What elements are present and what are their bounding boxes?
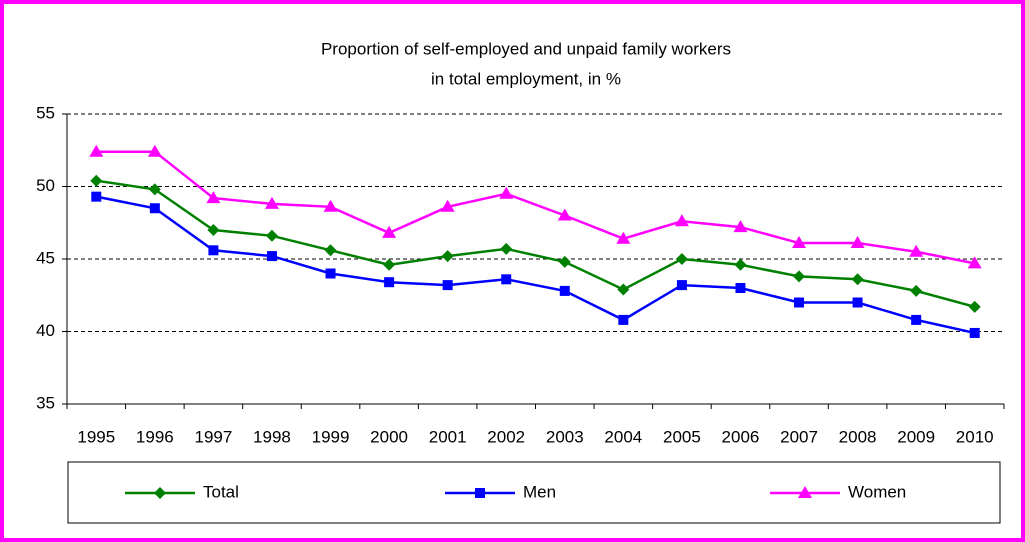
x-tick-label: 2003 xyxy=(546,427,584,446)
x-tick-label: 2009 xyxy=(897,427,935,446)
marker xyxy=(794,297,805,308)
marker xyxy=(968,300,981,313)
marker xyxy=(154,487,166,499)
y-tick-label: 50 xyxy=(36,176,55,195)
y-tick-label: 45 xyxy=(36,248,55,267)
marker xyxy=(266,251,277,262)
marker xyxy=(793,270,806,283)
x-tick-label: 1996 xyxy=(136,427,174,446)
x-tick-label: 2006 xyxy=(722,427,760,446)
x-tick-label: 2005 xyxy=(663,427,701,446)
marker xyxy=(440,199,455,212)
series-line xyxy=(96,179,976,309)
marker xyxy=(148,183,161,196)
marker xyxy=(499,186,514,199)
chart-title: in total employment, in % xyxy=(431,69,621,88)
marker xyxy=(558,255,571,268)
series-line xyxy=(96,195,975,335)
x-tick-label: 2010 xyxy=(956,427,994,446)
marker xyxy=(383,258,396,271)
legend-label: Men xyxy=(523,482,556,501)
marker xyxy=(852,297,863,308)
x-tick-label: 2002 xyxy=(487,427,525,446)
marker xyxy=(909,244,924,257)
marker xyxy=(675,253,688,265)
marker xyxy=(264,196,279,209)
marker xyxy=(147,144,162,157)
marker xyxy=(910,284,923,297)
marker xyxy=(90,174,103,187)
marker xyxy=(967,256,982,269)
x-tick-label: 2008 xyxy=(839,427,877,446)
marker xyxy=(792,236,807,249)
marker xyxy=(208,245,219,256)
marker xyxy=(149,203,160,214)
marker xyxy=(850,236,865,249)
x-tick-label: 2007 xyxy=(780,427,818,446)
marker xyxy=(851,273,864,286)
x-tick-label: 2004 xyxy=(604,427,642,446)
marker xyxy=(616,231,631,244)
marker xyxy=(325,268,336,279)
marker xyxy=(733,220,748,233)
marker xyxy=(557,208,572,221)
marker xyxy=(323,199,338,212)
marker xyxy=(674,214,689,227)
marker xyxy=(475,488,485,498)
x-tick-label: 1999 xyxy=(312,427,350,446)
marker xyxy=(501,274,512,285)
marker xyxy=(735,283,746,293)
marker xyxy=(324,244,337,257)
chart-title: Proportion of self-employed and unpaid f… xyxy=(321,39,731,58)
x-tick-label: 1998 xyxy=(253,427,291,446)
marker xyxy=(500,242,513,255)
marker xyxy=(206,191,221,204)
marker xyxy=(207,224,220,236)
marker xyxy=(734,258,747,271)
marker xyxy=(441,250,454,263)
marker xyxy=(89,144,104,157)
series-line xyxy=(96,150,975,265)
marker xyxy=(798,486,812,498)
marker xyxy=(969,327,980,338)
legend-label: Women xyxy=(848,482,906,501)
marker xyxy=(442,280,453,291)
marker xyxy=(265,229,278,242)
marker xyxy=(618,314,629,325)
marker xyxy=(676,280,687,291)
y-tick-label: 35 xyxy=(36,393,55,412)
marker xyxy=(384,277,395,288)
y-tick-label: 55 xyxy=(36,103,55,122)
marker xyxy=(91,191,102,202)
x-tick-label: 1995 xyxy=(77,427,115,446)
x-tick-label: 2000 xyxy=(370,427,408,446)
y-tick-label: 40 xyxy=(36,321,55,340)
marker xyxy=(911,314,922,325)
x-tick-label: 1997 xyxy=(194,427,232,446)
marker xyxy=(559,285,570,296)
legend-box xyxy=(67,461,1001,524)
marker xyxy=(617,283,630,296)
legend-label: Total xyxy=(203,482,239,501)
x-tick-label: 2001 xyxy=(429,427,467,446)
marker xyxy=(382,225,397,238)
